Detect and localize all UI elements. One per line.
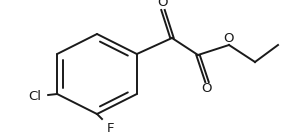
Text: O: O (158, 0, 168, 10)
Text: O: O (224, 32, 234, 44)
Text: O: O (202, 83, 212, 95)
Text: Cl: Cl (29, 89, 42, 103)
Text: F: F (106, 121, 114, 135)
